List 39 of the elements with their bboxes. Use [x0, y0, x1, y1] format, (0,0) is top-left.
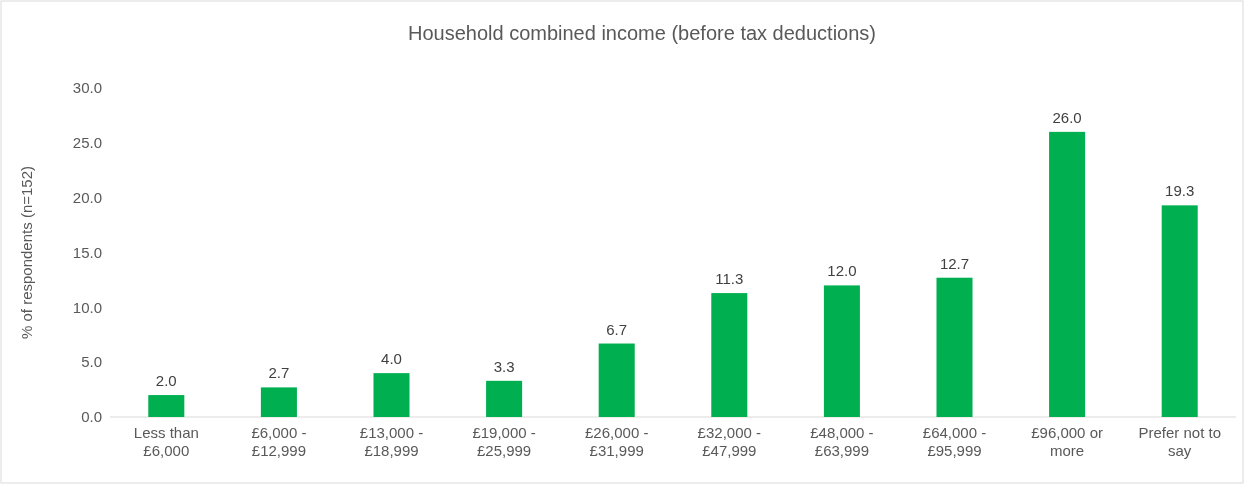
- bar: [1049, 131, 1086, 417]
- data-label: 12.7: [939, 254, 970, 272]
- bar: [148, 395, 185, 417]
- bar: [823, 285, 860, 417]
- y-tick-label: 25.0: [72, 134, 102, 152]
- y-tick-label: 30.0: [72, 79, 102, 97]
- data-label: 26.0: [1052, 108, 1082, 126]
- bar: [1161, 205, 1198, 417]
- data-label: 11.3: [715, 270, 744, 288]
- bar: [711, 293, 748, 417]
- x-tick-label: £13,000 - £18,999: [359, 423, 424, 459]
- data-label: 12.0: [827, 262, 857, 280]
- y-tick-label: 10.0: [72, 298, 102, 316]
- bar: [260, 387, 297, 417]
- data-label: 19.3: [1165, 182, 1195, 200]
- data-label: 3.3: [493, 357, 515, 375]
- x-tick-label: £96,000 or more: [1031, 423, 1103, 459]
- x-tick-label: £48,000 - £63,999: [810, 423, 874, 459]
- x-tick-label: £6,000 - £12,999: [251, 423, 307, 459]
- y-axis-title: % of respondents (n=152): [18, 165, 35, 340]
- data-label: 6.7: [606, 320, 628, 338]
- data-label: 2.0: [155, 372, 177, 390]
- y-tick-label: 15.0: [72, 243, 102, 261]
- x-tick-label: £32,000 - £47,999: [697, 423, 761, 459]
- y-tick-label: 0.0: [81, 408, 102, 426]
- bar: [373, 373, 410, 417]
- y-tick-label: 20.0: [72, 188, 102, 206]
- bar: [598, 343, 635, 417]
- x-tick-label: Less than £6,000: [133, 423, 199, 459]
- x-tick-label: £19,000 - £25,999: [472, 423, 536, 459]
- data-label: 2.7: [268, 364, 290, 382]
- data-label: 4.0: [381, 350, 402, 368]
- x-tick-label: £26,000 - £31,999: [585, 423, 649, 459]
- x-tick-label: £64,000 - £95,999: [922, 423, 987, 459]
- bar: [486, 380, 523, 417]
- chart-title: Household combined income (before tax deductions): [407, 22, 877, 44]
- bar: [936, 277, 973, 417]
- x-tick-label: Prefer not to say: [1138, 423, 1221, 459]
- y-tick-label: 5.0: [81, 353, 102, 371]
